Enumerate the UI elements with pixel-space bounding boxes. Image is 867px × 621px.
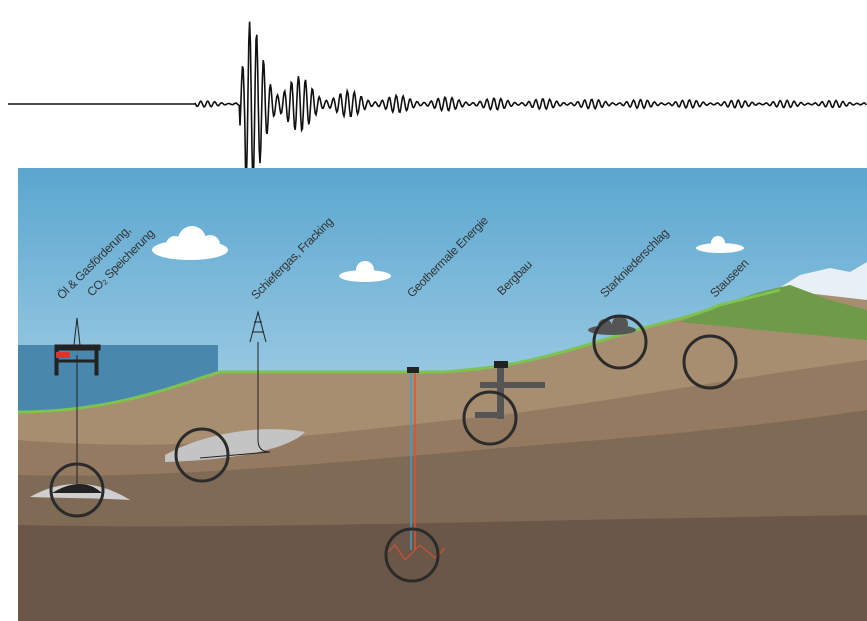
circles (49, 314, 738, 583)
layer-4 (18, 515, 867, 621)
rain-cloud (588, 316, 636, 335)
shale-lens (165, 429, 305, 462)
clouds (152, 226, 744, 282)
seismogram (8, 21, 867, 183)
scene (17, 168, 867, 621)
mountains (680, 285, 867, 340)
derrick (249, 310, 267, 343)
oil-rig (54, 317, 101, 376)
geo-plant (407, 367, 419, 373)
frack-well (199, 342, 271, 459)
surface (17, 288, 781, 414)
